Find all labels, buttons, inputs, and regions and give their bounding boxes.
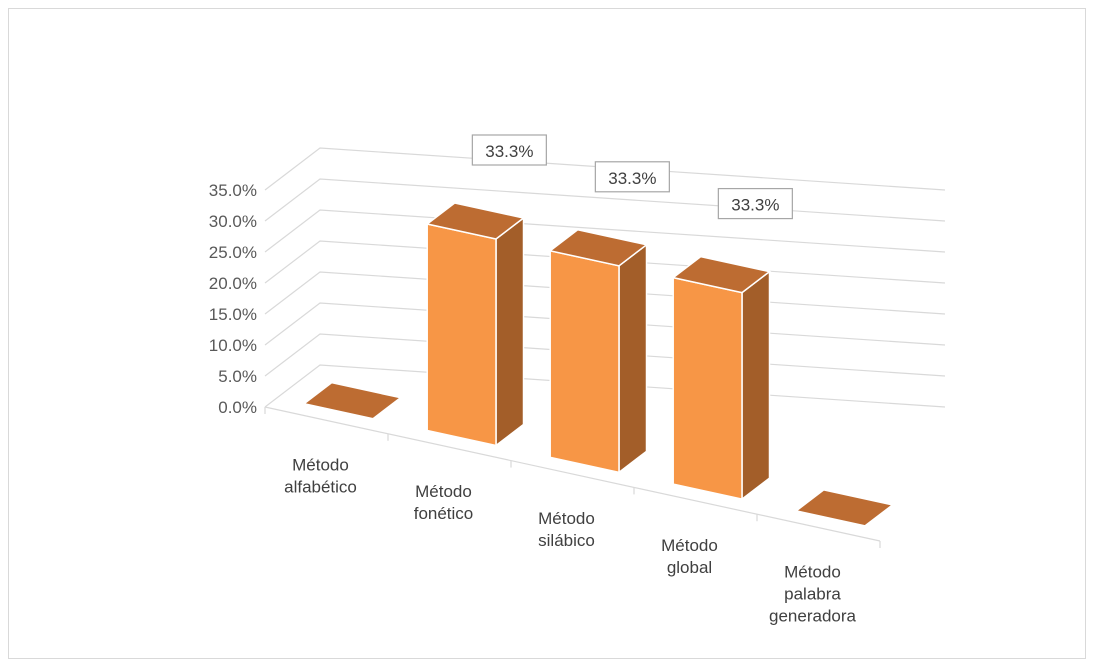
- data-label: 33.3%: [717, 187, 793, 220]
- category-label: Método alfabético: [284, 455, 357, 496]
- bar-front-face: [426, 223, 497, 447]
- bar: [425, 202, 526, 448]
- bar-top-face: [548, 228, 649, 267]
- gridlines: [264, 147, 946, 408]
- y-tick-label: 20.0%: [209, 274, 257, 293]
- bar-side-face: [495, 216, 525, 448]
- x-axis-line: [264, 406, 881, 542]
- category-label: Método palabra generadora: [769, 563, 857, 626]
- category-label: Método silábico: [538, 509, 595, 550]
- bar-front-face: [672, 276, 743, 501]
- category-labels: Método alfabético Método fonético Método silá…: [284, 455, 856, 625]
- data-label-text: 33.3%: [731, 196, 779, 215]
- category-label: Método global: [661, 536, 718, 577]
- data-label-text: 33.3%: [608, 169, 656, 188]
- bar-top-face: [794, 489, 895, 527]
- bar: [794, 489, 895, 527]
- y-tick-label: 30.0%: [209, 212, 257, 231]
- y-axis-ticks: 0.0% 5.0% 10.0% 15.0% 20.0% 25.0% 30.0% 35.0%: [209, 181, 257, 417]
- y-tick-label: 0.0%: [218, 398, 257, 417]
- bars: [302, 202, 895, 527]
- category-axis: [264, 406, 881, 548]
- data-label-box: [717, 187, 793, 220]
- category-label: Método fonético: [414, 482, 474, 523]
- bar: [671, 255, 772, 501]
- chart-frame: [8, 8, 1086, 659]
- data-label-box: [594, 161, 670, 193]
- gridline: [264, 209, 946, 253]
- data-label-box: [471, 134, 547, 166]
- data-label: 33.3%: [594, 161, 670, 193]
- bar-top-face: [302, 381, 403, 420]
- bar: [548, 228, 649, 474]
- y-tick-label: 10.0%: [209, 336, 257, 355]
- data-label: 33.3%: [471, 134, 547, 166]
- bar-front-face: [549, 249, 620, 474]
- y-tick-label: 15.0%: [209, 305, 257, 324]
- data-label-text: 33.3%: [485, 142, 533, 161]
- y-tick-label: 25.0%: [209, 243, 257, 262]
- bar-side-face: [741, 270, 771, 501]
- bar-top-face: [671, 255, 772, 294]
- bar-side-face: [618, 243, 648, 474]
- gridline: [264, 147, 946, 191]
- data-labels: 33.3% 33.3% 33.3%: [471, 134, 793, 220]
- bar: [302, 381, 403, 420]
- y-tick-label: 35.0%: [209, 181, 257, 200]
- y-tick-label: 5.0%: [218, 367, 257, 386]
- bar-top-face: [425, 202, 526, 240]
